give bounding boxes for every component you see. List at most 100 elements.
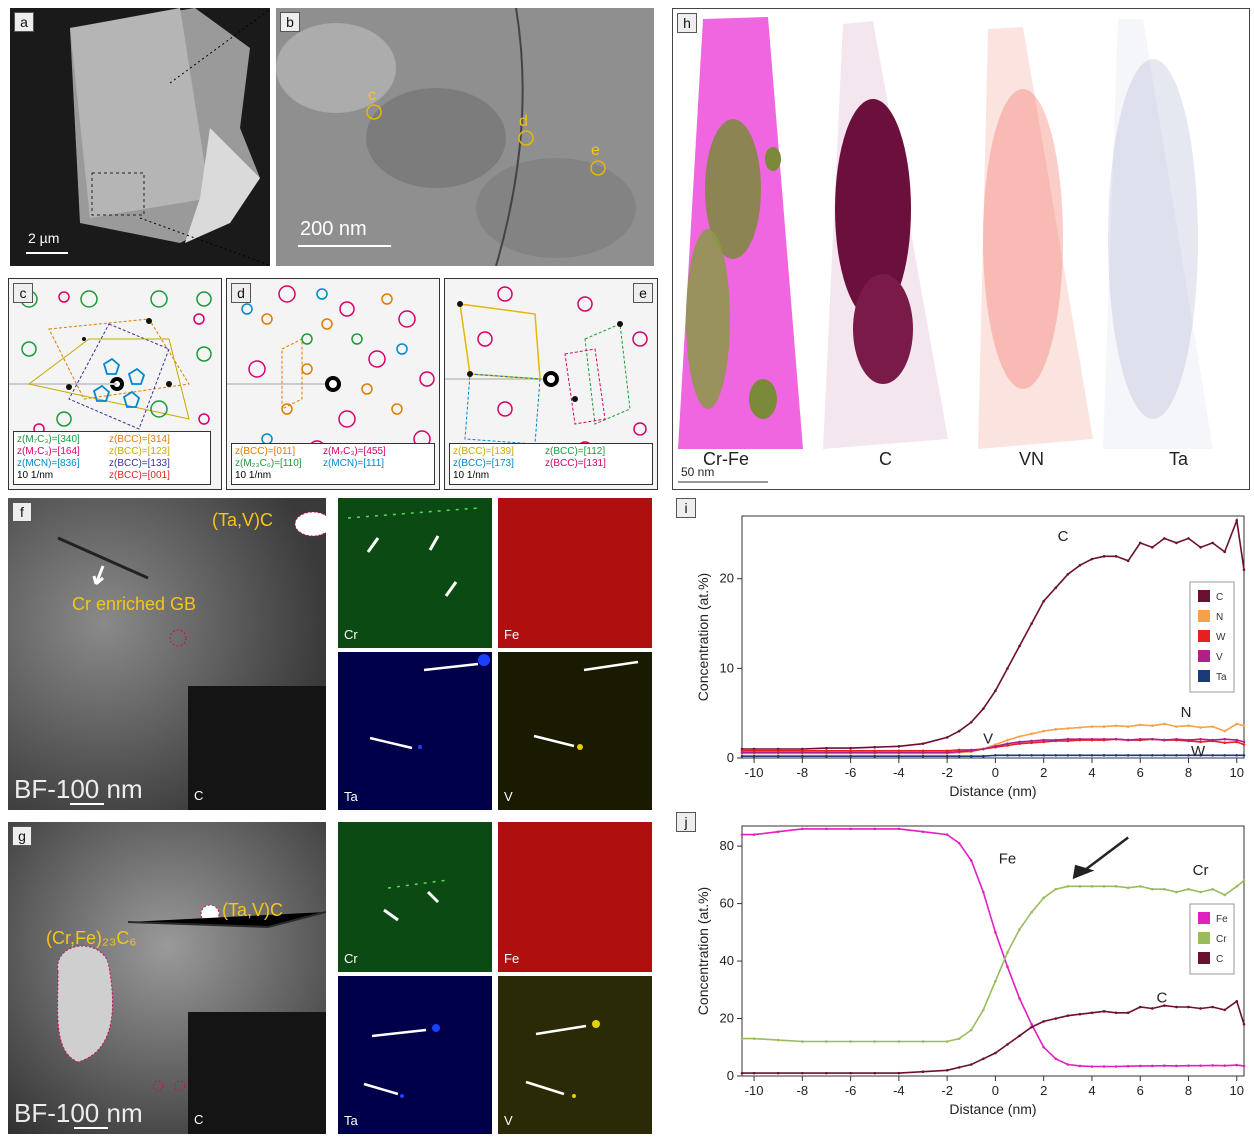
y-tick-label: 40 [720, 953, 734, 968]
data-point-cr [982, 1008, 985, 1012]
data-point-n [1114, 724, 1118, 728]
data-point-n [1006, 738, 1009, 742]
data-point-ta [921, 754, 925, 758]
data-point-w [1042, 740, 1045, 744]
data-point-fe [1138, 1064, 1142, 1068]
data-point-cr [776, 1038, 780, 1042]
panel-g-bf-image: g (Ta,V)C (Cr,Fe)₂₃C₆ C BF-100 nm [8, 822, 326, 1134]
data-point-c [1126, 559, 1130, 563]
panel-g-scalebar: BF-100 nm [14, 1098, 143, 1128]
data-point-cr [849, 1040, 852, 1043]
data-point-v [1163, 738, 1166, 742]
annotation-c: C [1058, 528, 1069, 545]
map-f-v: V [498, 652, 652, 810]
zone-c-6: z(BCC)=[001] [109, 470, 170, 481]
map-f-v-label: V [504, 789, 513, 804]
data-point-cr [1199, 890, 1202, 894]
data-point-cr [1090, 885, 1094, 888]
data-point-fe [1006, 965, 1009, 969]
data-point-cr [1163, 887, 1166, 891]
data-point-v [1235, 738, 1239, 742]
legend-label-c: C [1216, 592, 1223, 603]
map-f-ta: Ta [338, 652, 492, 810]
data-point-cr [1126, 886, 1130, 890]
data-point-c [740, 1071, 744, 1075]
data-point-c [1114, 555, 1118, 558]
data-point-cr [1175, 890, 1178, 894]
legend-swatch-c [1198, 952, 1210, 964]
data-point-ta [1090, 754, 1094, 757]
data-point-c [994, 689, 997, 693]
data-point-fe [825, 827, 828, 831]
data-point-c [1042, 599, 1045, 603]
data-point-c [1018, 644, 1021, 648]
plot-area [741, 515, 1245, 759]
data-point-fe [873, 827, 877, 831]
data-point-cr [1138, 885, 1142, 888]
data-point-n [1187, 724, 1190, 728]
panel-f-scalebar: BF-100 nm [14, 774, 143, 804]
data-point-v [776, 751, 780, 754]
x-tick-label: -6 [845, 1083, 857, 1098]
legend-swatch-fe [1198, 912, 1210, 924]
data-point-ta [1078, 754, 1082, 757]
data-point-c [1199, 1007, 1202, 1010]
data-point-v [921, 751, 925, 754]
panel-h-scalebar: 50 nm [681, 465, 715, 479]
data-point-w [849, 749, 852, 753]
data-point-c [1078, 563, 1082, 567]
data-point-c [1138, 1005, 1142, 1009]
data-point-v [945, 751, 949, 754]
map-f-fe: Fe [498, 498, 652, 648]
map-g-cr: Cr [338, 822, 492, 972]
x-tick-label: 2 [1040, 1083, 1047, 1098]
y-tick-label: 0 [727, 1068, 734, 1083]
data-point-fe [982, 890, 985, 894]
legend-label-v: V [1216, 652, 1223, 663]
data-point-fe [957, 841, 961, 845]
data-point-fe [921, 830, 925, 834]
data-point-ta [1211, 754, 1214, 757]
data-point-c [1018, 1034, 1021, 1038]
legend-label-w: W [1216, 632, 1226, 643]
annotation-cr: Cr [1193, 862, 1209, 879]
data-point-cr [957, 1037, 961, 1040]
data-point-c [1078, 1012, 1082, 1016]
chart-i-svg: -10 -8 -6 -4 -2 0 2 4 6 8 10 0 10 20 Distance (nm) Conc… [695, 515, 1246, 799]
map-g-ta: Ta [338, 976, 492, 1134]
panel-d-zone-legend: z(BCC)=[011] z(M₇C₃)=[455] z(M₂₃C₆)=[110… [231, 443, 435, 485]
data-point-c [969, 720, 973, 724]
data-point-c [969, 1063, 973, 1066]
legend-box [1189, 581, 1235, 693]
x-tick-label: 8 [1185, 1083, 1192, 1098]
data-point-c [825, 746, 828, 750]
panel-g-label: g [12, 826, 32, 846]
data-point-ta [873, 754, 877, 758]
data-point-n [1242, 724, 1246, 728]
data-point-c [1235, 519, 1239, 522]
data-point-cr [1030, 910, 1033, 914]
data-point-w [921, 749, 925, 753]
data-point-v [1030, 739, 1033, 743]
data-point-cr [945, 1040, 949, 1043]
data-point-n [1163, 722, 1166, 726]
zone-d-scalebar: 10 1/nm [235, 470, 272, 481]
data-point-c [1163, 537, 1166, 540]
data-point-fe [1223, 1064, 1226, 1067]
map-g-cr-label: Cr [344, 951, 358, 966]
panel-d-diffraction: d z(BCC)=[011] z(M₇C₃)=[455] z(M₂₃C₆)=[1… [226, 278, 440, 490]
data-point-w [1030, 741, 1033, 745]
data-point-ta [1235, 754, 1239, 757]
legend-label-cr: Cr [1216, 934, 1227, 945]
legend-swatch-v [1198, 650, 1210, 662]
zone-e-1: z(BCC)=[112] [545, 446, 606, 457]
data-point-c [752, 1071, 756, 1075]
zone-d-1: z(M₇C₃)=[455] [323, 446, 386, 457]
data-point-n [1175, 725, 1178, 728]
x-tick-label: 6 [1137, 1083, 1144, 1098]
data-point-ta [1126, 754, 1130, 757]
data-point-ta [752, 754, 756, 758]
data-point-w [740, 749, 744, 753]
data-point-c [957, 729, 961, 733]
data-point-fe [1114, 1065, 1118, 1068]
